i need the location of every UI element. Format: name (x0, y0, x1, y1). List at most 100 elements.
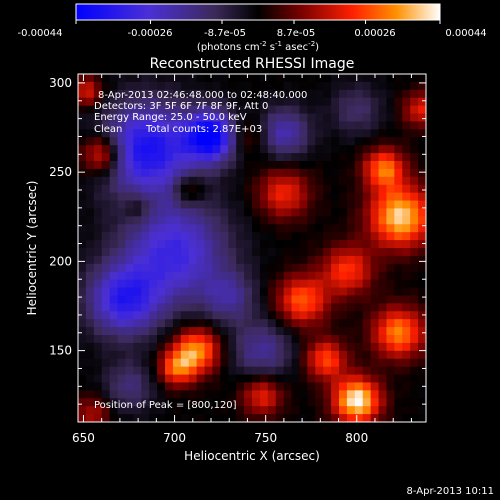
heatmap-cell (220, 145, 229, 154)
heatmap-cell (267, 168, 277, 178)
heatmap-cell (346, 184, 356, 194)
heatmap-cell (354, 248, 364, 257)
heatmap-cell (315, 311, 324, 320)
heatmap-cell (267, 390, 277, 399)
heatmap-cell (141, 319, 150, 328)
heatmap-cell (196, 137, 206, 146)
heatmap-cell (394, 89, 403, 99)
heatmap-cell (220, 161, 229, 170)
heatmap-cell (283, 374, 293, 384)
heatmap-cell (78, 271, 87, 281)
heatmap-cell (125, 342, 134, 352)
heatmap-cell (157, 319, 166, 328)
heatmap-cell (204, 319, 214, 328)
heatmap-cell (259, 414, 269, 422)
heatmap-cell (283, 390, 293, 399)
heatmap-cell (331, 414, 340, 422)
heatmap-cell (141, 153, 150, 162)
heatmap-cell (228, 406, 237, 415)
heatmap-cell (204, 342, 214, 352)
heatmap-cell (165, 224, 174, 233)
heatmap-cell (299, 232, 308, 241)
heatmap-cell (299, 374, 308, 384)
heatmap-cell (315, 358, 324, 368)
heatmap-cell (78, 342, 87, 352)
heatmap-cell (149, 105, 158, 115)
heatmap-cell (180, 97, 190, 107)
heatmap-cell (291, 327, 301, 336)
heatmap-cell (180, 208, 190, 217)
heatmap-cell (291, 414, 301, 422)
heatmap-cell (378, 232, 388, 241)
heatmap-cell (204, 200, 214, 210)
heatmap-cell (196, 295, 206, 304)
heatmap-cell (402, 232, 411, 241)
heatmap-cell (346, 113, 356, 123)
heatmap-cell (354, 406, 364, 415)
heatmap-cell (378, 335, 388, 344)
heatmap-cell (275, 208, 285, 217)
heatmap-cell (85, 255, 95, 265)
heatmap-cell (307, 184, 316, 194)
heatmap-cell (236, 208, 245, 217)
heatmap-cell (323, 366, 332, 376)
heatmap-cell (259, 327, 269, 336)
heatmap-cell (149, 168, 158, 178)
heatmap-cell (236, 327, 245, 336)
heatmap-cell (291, 342, 301, 352)
heatmap-cell (346, 287, 356, 297)
heatmap-cell (133, 366, 142, 376)
heatmap-cell (180, 74, 190, 83)
heatmap-cell (141, 161, 150, 170)
heatmap-cell (275, 97, 285, 107)
heatmap-cell (315, 335, 324, 344)
heatmap-cell (267, 366, 277, 376)
heatmap-cell (370, 271, 380, 281)
heatmap-cell (299, 342, 308, 352)
heatmap-cell (204, 145, 214, 154)
heatmap-cell (172, 161, 182, 170)
heatmap-cell (109, 121, 119, 130)
heatmap-cell (149, 374, 158, 384)
heatmap-cell (157, 327, 166, 336)
heatmap-cell (172, 398, 182, 407)
heatmap-cell (157, 176, 166, 186)
heatmap-cell (157, 240, 166, 249)
heatmap-cell (180, 327, 190, 336)
heatmap-cell (315, 89, 324, 99)
heatmap-cell (196, 129, 206, 138)
heatmap-cell (117, 224, 127, 233)
heatmap-cell (149, 161, 158, 170)
heatmap-cell (362, 342, 372, 352)
heatmap-cell (117, 208, 127, 217)
heatmap-cell (109, 113, 119, 123)
heatmap-cell (101, 224, 111, 233)
heatmap-cell (93, 74, 103, 83)
heatmap-cell (125, 145, 134, 154)
heatmap-cell (157, 287, 166, 297)
heatmap-cell (85, 295, 95, 304)
heatmap-cell (165, 327, 174, 336)
heatmap-cell (323, 311, 332, 320)
heatmap-cell (85, 97, 95, 107)
heatmap-cell (117, 398, 127, 407)
heatmap-cell (331, 374, 340, 384)
heatmap-cell (188, 145, 198, 154)
heatmap-cell (291, 390, 301, 399)
heatmap-cell (331, 335, 340, 344)
heatmap-cell (117, 105, 127, 115)
heatmap-cell (204, 414, 214, 422)
heatmap-cell (283, 145, 293, 154)
heatmap-cell (362, 74, 372, 83)
heatmap-cell (165, 168, 174, 178)
heatmap-cell (93, 255, 103, 265)
heatmap-cell (157, 161, 166, 170)
heatmap-cell (252, 319, 261, 328)
heatmap-cell (204, 327, 214, 336)
heatmap-cell (212, 97, 221, 107)
heatmap-cell (346, 137, 356, 146)
heatmap-cell (220, 263, 229, 273)
heatmap-cell (165, 295, 174, 304)
heatmap-cell (172, 184, 182, 194)
heatmap-cell (93, 224, 103, 233)
